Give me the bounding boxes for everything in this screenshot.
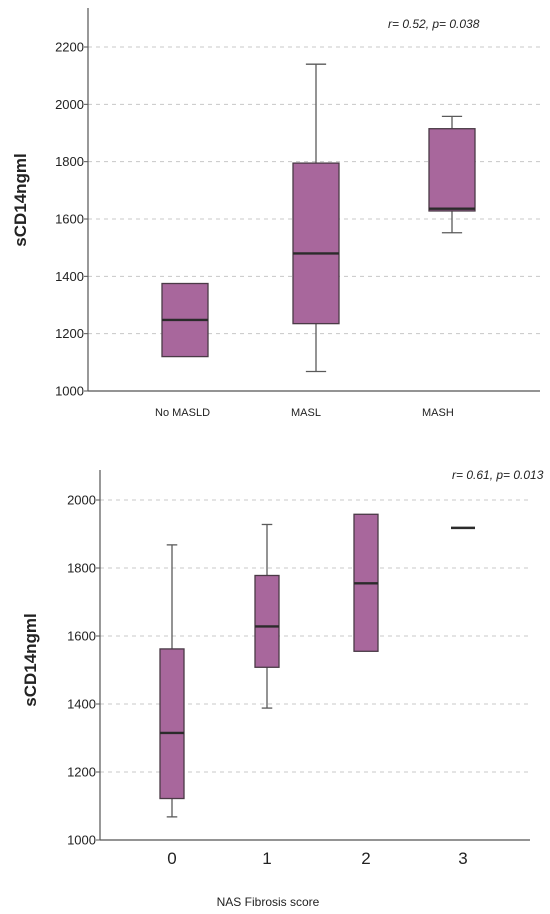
box-iqr [159, 648, 185, 800]
chart-diagnosis-boxplot: 1000 1200 1400 1600 1800 2000 2200 No MASLD MASL… [11, 8, 540, 419]
y-tick-label: 1400 [55, 269, 84, 284]
y-tick-label: 1000 [55, 384, 84, 399]
y-tick-label: 1000 [67, 833, 96, 848]
box-mash [428, 115, 476, 234]
y-tick-label: 2200 [55, 40, 84, 55]
x-tick-label: No MASLD [155, 407, 210, 419]
x-tick-label: 1 [262, 849, 271, 868]
x-tick-label: 3 [458, 849, 467, 868]
x-tick-label: MASL [291, 407, 321, 419]
y-tick-label: 1400 [67, 697, 96, 712]
y-tick-label: 2000 [67, 493, 96, 508]
chart-fibrosis-boxplot: 1000 1200 1400 1600 1800 2000 0 1 2 3 sCD14ngml r= … [21, 468, 544, 909]
y-tick-label: 1200 [55, 326, 84, 341]
box-iqr [254, 574, 280, 668]
y-tick-label: 1600 [67, 629, 96, 644]
box-0 [159, 544, 185, 818]
x-tick-label: MASH [422, 407, 454, 419]
x-axis-title: NAS Fibrosis score [217, 895, 320, 909]
box-1 [254, 523, 280, 709]
x-tick-label: 0 [167, 849, 176, 868]
correlation-annotation: r= 0.61, p= 0.013 [452, 468, 544, 482]
x-tick-label: 2 [361, 849, 370, 868]
box-no-masld [161, 282, 209, 358]
y-axis-title: sCD14ngml [11, 153, 30, 247]
y-tick-label: 2000 [55, 97, 84, 112]
y-tick-label: 1200 [67, 765, 96, 780]
box-iqr [428, 128, 476, 212]
box-2 [353, 513, 379, 652]
box-iqr [292, 162, 340, 325]
box-masl [292, 63, 340, 373]
y-tick-label: 1600 [55, 212, 84, 227]
correlation-annotation: r= 0.52, p= 0.038 [388, 17, 480, 31]
y-axis-title: sCD14ngml [21, 613, 40, 707]
y-tick-label: 1800 [55, 154, 84, 169]
y-tick-label: 1800 [67, 561, 96, 576]
